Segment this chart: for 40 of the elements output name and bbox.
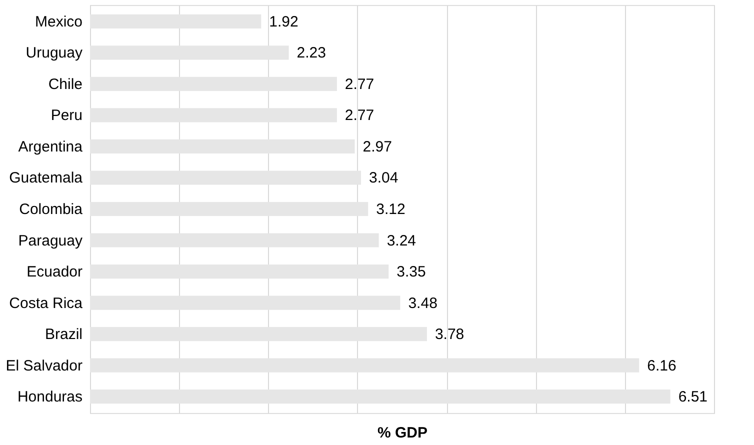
data-label: 3.48 (408, 294, 438, 312)
data-label: 2.23 (296, 44, 326, 62)
bar (90, 139, 355, 154)
data-label: 1.92 (269, 13, 298, 30)
data-label: 6.51 (678, 388, 708, 406)
y-tick-label: Chile (48, 76, 82, 93)
y-tick-label: Paraguay (18, 232, 83, 250)
y-tick-label: Ecuador (26, 264, 82, 281)
y-tick-label: Argentina (18, 138, 84, 156)
bar (90, 170, 361, 185)
data-label: 2.77 (344, 107, 374, 124)
x-axis-title: % GDP (377, 424, 428, 442)
bar (90, 233, 379, 248)
y-tick-label: Uruguay (26, 44, 83, 62)
y-tick-label: Brazil (44, 326, 82, 344)
bar (90, 296, 400, 310)
y-tick-label: El Salvador (6, 357, 82, 374)
bar (90, 358, 640, 372)
bar (90, 76, 337, 91)
data-label: 3.35 (396, 264, 426, 281)
data-label: 3.78 (434, 326, 464, 344)
data-label: 3.12 (376, 201, 406, 218)
y-tick-label: Costa Rica (9, 294, 84, 312)
y-tick-label: Guatemala (9, 170, 84, 187)
bar (90, 14, 262, 28)
data-label: 6.16 (647, 357, 676, 374)
bar (90, 390, 670, 404)
y-tick-label: Peru (50, 107, 82, 124)
y-tick-label: Colombia (19, 201, 84, 218)
y-tick-label: Honduras (17, 388, 82, 406)
bar (90, 327, 427, 342)
data-label: 2.77 (344, 76, 374, 93)
bar (90, 264, 389, 279)
bar (90, 46, 289, 60)
data-label: 3.04 (368, 170, 398, 187)
data-label: 2.97 (362, 138, 392, 156)
y-tick-label: Mexico (34, 13, 82, 30)
bar (90, 108, 337, 122)
bar (90, 202, 368, 216)
data-label: 3.24 (386, 232, 416, 250)
